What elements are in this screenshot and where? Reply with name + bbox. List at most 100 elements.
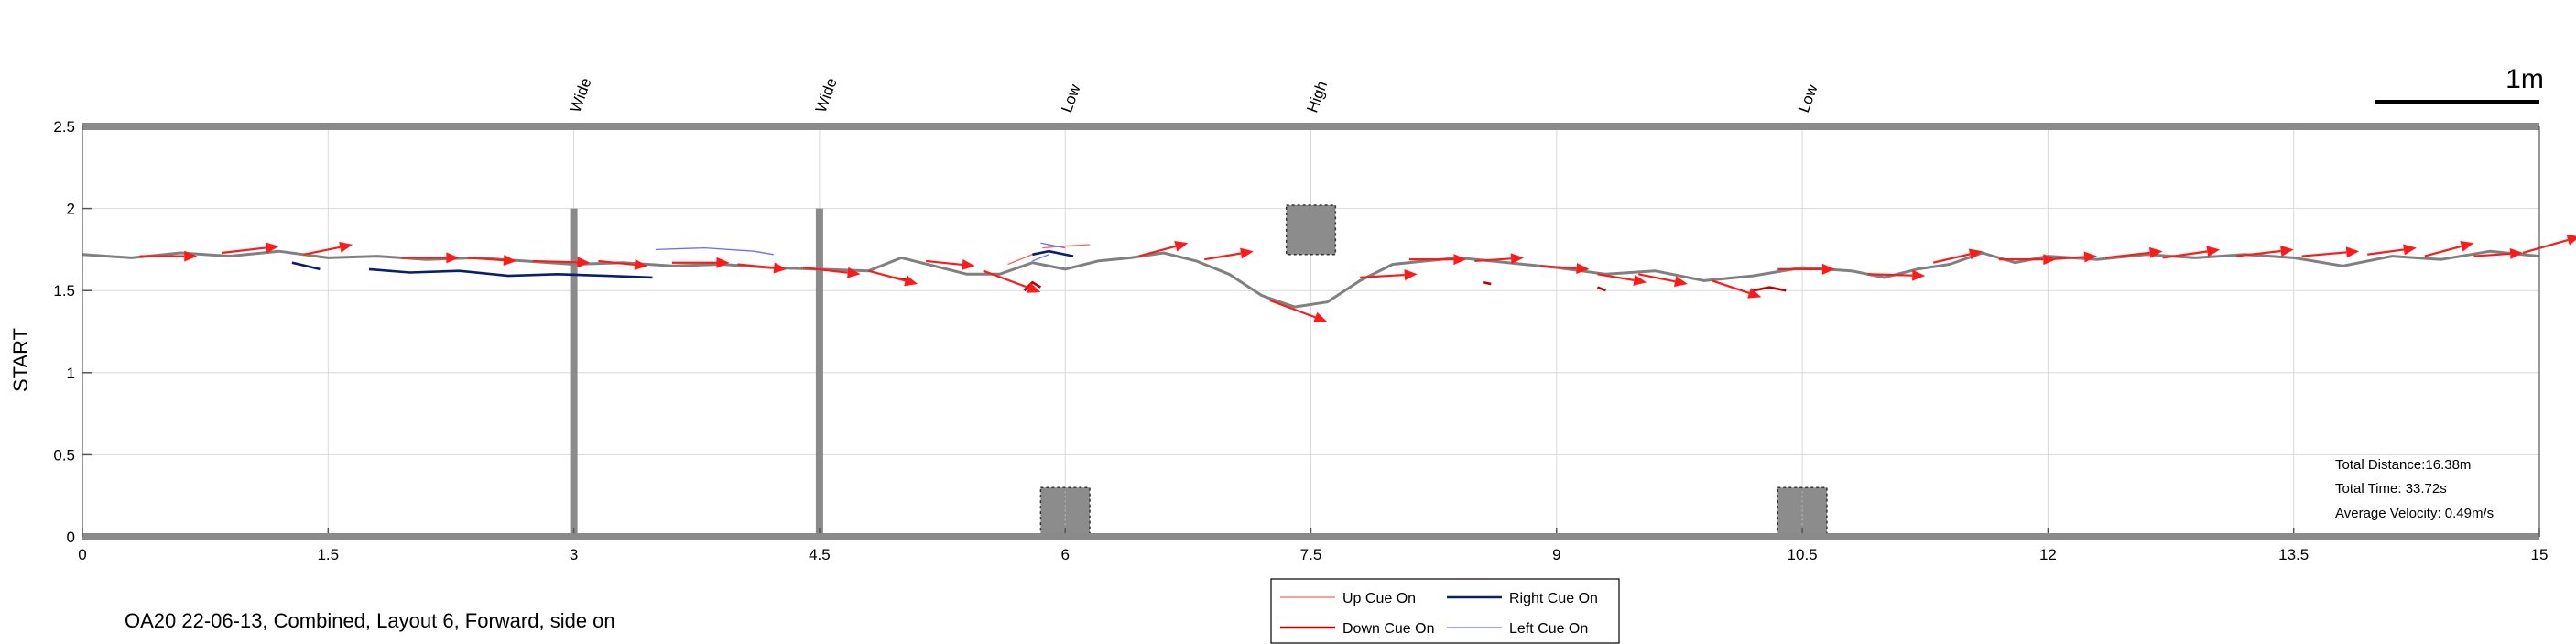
velocity-arrow-shaft [1138,245,1177,257]
x-tick-label: 9 [1552,546,1560,563]
velocity-arrow-head [2280,246,2294,257]
velocity-arrow-head [2566,235,2576,246]
velocity-arrow-head [1174,241,1189,252]
stats-box: Total Distance:16.38m Total Time: 33.72s… [2335,457,2494,521]
velocity-arrow-head [577,257,591,268]
velocity-arrow [1638,273,1688,288]
velocity-arrow [532,257,591,268]
velocity-arrow-head [1240,247,1254,259]
scale-bar-label: 1m [2505,64,2544,94]
left-cue-on-segment [1040,242,1066,249]
scale-bar: 1m [2375,64,2544,104]
velocity-arrow [1867,269,1926,281]
velocity-arrow-shaft [802,267,848,274]
obstacle-box [1285,204,1337,256]
velocity-arrow-shaft [1597,273,1635,282]
velocity-arrow [2235,246,2294,257]
velocity-arrow-shaft [983,269,1029,289]
velocity-arrow [671,257,730,268]
velocity-arrow-shaft [532,259,578,264]
up-cue-on-segment [1042,244,1091,249]
obstacle-post [570,208,578,537]
velocity-arrow [1408,254,1467,266]
velocity-arrow [1597,273,1647,286]
velocity-arrow-shaft [926,259,963,267]
x-tick-label: 10.5 [1788,546,1818,563]
velocity-arrow [2522,235,2576,255]
velocity-arrow [737,262,788,274]
velocity-arrow-head [847,267,861,278]
velocity-arrow-shaft [2104,251,2150,259]
velocity-arrow-shaft [2235,249,2281,257]
average-velocity-text: Average Velocity: 0.49m/s [2335,506,2494,521]
right-cue-on-segment [291,261,321,271]
velocity-arrow-shaft [1638,273,1676,283]
velocity-arrow-shaft [737,263,775,269]
tick-labels: 0 1.5 3 4.5 6 7.5 9 10.5 12 13.5 15 0 0.5 1 1.5 2 2.5 [53,118,2548,563]
x-tick-label: 3 [570,546,578,563]
y-tick-label: 0.5 [53,446,75,464]
velocity-arrow-head [503,255,516,266]
legend-down-cue-on-label: Down Cue On [1342,621,1435,637]
legend-right-cue-on-label: Right Cue On [1509,591,1598,606]
right-cue-on-segment [368,267,653,279]
velocity-arrow-head [2509,247,2524,259]
velocity-arrow-shaft [221,246,266,255]
velocity-arrow-head [962,258,975,270]
velocity-arrow-head [2403,244,2417,256]
axes-frame [82,123,2540,540]
velocity-arrow-shaft [1932,253,1971,264]
obstacles: Wide Wide Low High Low [567,75,1828,538]
velocity-arrow [1138,241,1189,257]
x-tick-label: 4.5 [809,546,831,563]
y-tick-label: 2 [67,201,75,218]
velocity-arrow [868,269,918,287]
velocity-arrow-head [1510,253,1525,265]
velocity-arrow [983,269,1041,293]
velocity-arrow-head [716,257,730,268]
velocity-arrow [598,258,648,270]
velocity-arrow-shaft [2301,251,2347,257]
y-tick-label: 1 [67,365,75,382]
velocity-arrow [467,255,516,266]
down-cue-on-segment [1753,286,1787,292]
chart-title: OA20 22-06-13, Combined, Layout 6, Forwa… [125,609,615,632]
y-tick-label: 1.5 [53,282,75,300]
down-cue-on-segment [1597,286,1606,292]
velocity-arrow-head [2345,246,2360,258]
velocity-arrow-shaft [2522,238,2569,255]
velocity-arrow [139,250,198,262]
velocity-arrow-head [2149,246,2163,258]
obstacle-label: Low [1058,82,1084,115]
x-tick-label: 13.5 [2278,546,2309,563]
velocity-arrow-head [1673,276,1688,288]
y-tick-label: 0 [67,529,75,546]
velocity-arrow-head [1633,275,1647,286]
velocity-arrow-shaft [1474,257,1512,263]
velocity-arrow-head [1404,269,1418,281]
velocity-arrow-shaft [2424,245,2462,257]
trajectory-layer [82,249,2540,309]
velocity-arrow-head [446,252,460,264]
velocity-arrow-head [1576,262,1590,274]
obstacle-post [815,208,823,537]
velocity-arrow [2301,246,2360,258]
velocity-arrow-head [1313,311,1328,322]
velocity-arrow-shaft [2162,250,2208,259]
velocity-arrow-shaft [1360,273,1405,278]
velocity-arrow-head [266,242,279,254]
velocity-arrow-shaft [1867,273,1913,277]
velocity-arrow [221,242,279,255]
velocity-arrow [1712,279,1762,299]
velocity-arrow [1474,253,1525,265]
x-tick-label: 6 [1060,546,1069,563]
velocity-arrow [2424,241,2474,257]
velocity-arrow [2048,251,2098,263]
total-time-text: Total Time: 33.72s [2335,481,2447,497]
legend-box [1270,578,1620,644]
cue-segments [291,242,1787,292]
obstacle-label: Low [1795,82,1821,115]
x-tick-label: 0 [78,546,86,563]
velocity-arrow-head [184,250,198,262]
